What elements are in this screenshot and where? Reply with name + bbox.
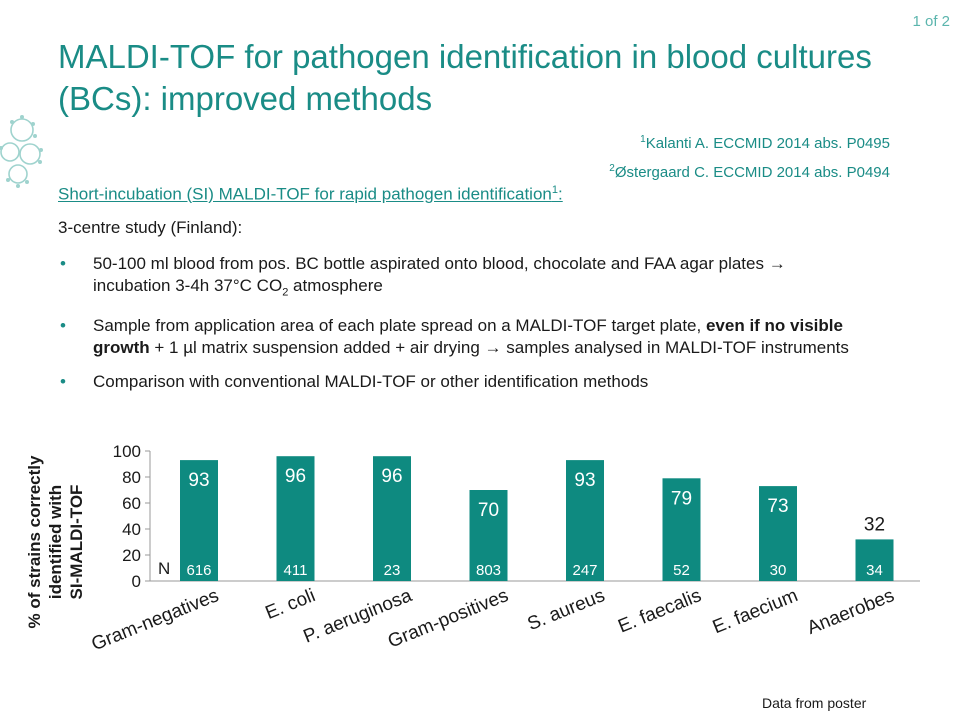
bar — [469, 490, 508, 581]
section-intro: 3-centre study (Finland): — [58, 218, 243, 237]
bullet-list: • 50-100 ml blood from pos. BC bottle asp… — [58, 253, 858, 405]
bar — [662, 478, 701, 581]
bar-n-label: 30 — [770, 562, 787, 579]
bar-n-label: 23 — [384, 562, 401, 579]
bar-chart: % of strains correctly identified with SI-… — [25, 442, 920, 655]
page-counter: 1 of 2 — [912, 13, 950, 30]
bar — [180, 460, 218, 581]
y-tick-label: 80 — [122, 468, 141, 487]
y-tick-label: 60 — [122, 494, 141, 513]
bar-n-label: 803 — [476, 562, 501, 579]
y-axis-title: SI-MALDI-TOF — [67, 485, 86, 600]
n-label: N — [158, 559, 170, 578]
bar-value-label: 32 — [864, 514, 885, 535]
bar-value-label: 79 — [671, 488, 692, 509]
bar-n-label: 616 — [186, 562, 211, 579]
bar — [566, 460, 604, 581]
footnote: Data from poster — [762, 695, 867, 711]
bullet-item: • 50-100 ml blood from pos. BC bottle asp… — [60, 254, 786, 299]
bar-n-label: 34 — [866, 562, 883, 579]
bar-value-label: 93 — [188, 470, 209, 491]
virus-decoration-icon — [0, 115, 43, 188]
bar-value-label: 96 — [381, 466, 402, 487]
x-tick-label: Gram-negatives — [89, 585, 222, 655]
bar-value-label: 93 — [574, 470, 595, 491]
bar — [276, 456, 315, 581]
y-axis-title: identified with — [46, 485, 65, 599]
bar-n-label: 247 — [572, 562, 597, 579]
references: 1Kalanti A. ECCMID 2014 abs. P0495 2Øste… — [609, 127, 890, 185]
x-tick-label: E. faecium — [710, 585, 801, 638]
reference-2: 2Østergaard C. ECCMID 2014 abs. P0494 — [609, 163, 890, 181]
y-tick-label: 20 — [122, 546, 141, 565]
x-tick-label: E. coli — [263, 585, 319, 624]
y-tick-label: 0 — [132, 572, 141, 591]
x-tick-label: E. faecalis — [615, 585, 704, 637]
bar — [855, 539, 894, 581]
x-tick-label: Anaerobes — [804, 585, 897, 639]
bar — [759, 486, 797, 581]
bar-value-label: 96 — [285, 466, 306, 487]
bar-n-label: 52 — [673, 562, 690, 579]
bar-value-label: 70 — [478, 500, 499, 521]
bar-n-label: 411 — [284, 562, 308, 579]
x-tick-label: S. aureus — [525, 585, 608, 635]
bullet-item: • Sample from application area of each pl… — [60, 316, 849, 358]
y-tick-label: 100 — [113, 442, 141, 461]
section-heading: Short-incubation (SI) MALDI-TOF for rapi… — [58, 184, 563, 204]
bar — [373, 456, 411, 581]
bullet-item: • Comparison with conventional MALDI-TOF … — [60, 372, 649, 392]
slide-title: MALDI-TOF for pathogen identification in… — [58, 38, 872, 117]
y-axis-title: % of strains correctly — [25, 455, 44, 628]
bar-value-label: 73 — [767, 496, 788, 517]
y-tick-label: 40 — [122, 520, 141, 539]
reference-1: 1Kalanti A. ECCMID 2014 abs. P0495 — [640, 134, 890, 152]
